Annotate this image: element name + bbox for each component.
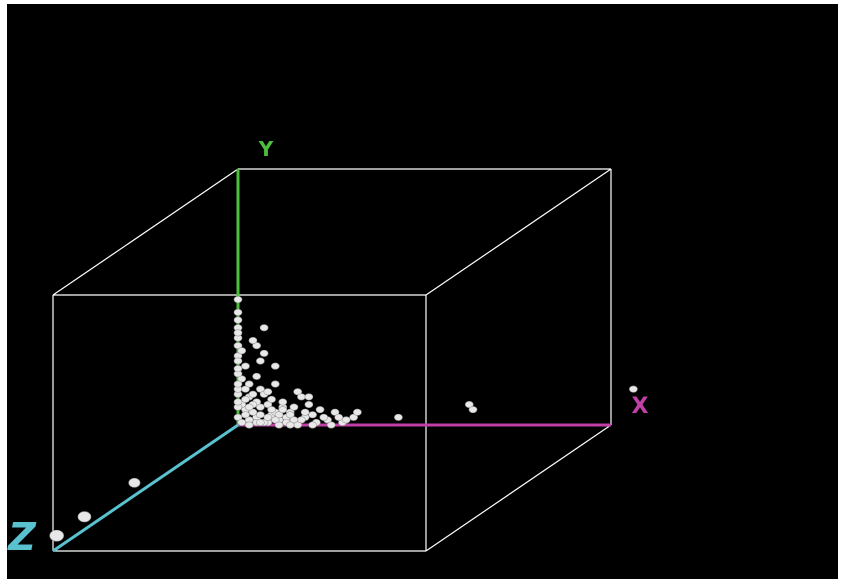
data-point: [304, 393, 314, 401]
data-point: [304, 401, 314, 409]
box-edge-7: [425, 168, 612, 296]
data-point: [285, 421, 295, 429]
data-point: [77, 511, 92, 523]
data-point: [270, 362, 280, 370]
data-point: [237, 418, 247, 426]
bounding-box: [52, 168, 612, 552]
data-point: [128, 477, 141, 488]
data-point: [233, 308, 243, 316]
data-point: [233, 296, 243, 304]
data-points: [49, 296, 638, 542]
data-point: [241, 411, 250, 419]
data-point: [259, 349, 269, 357]
data-point: [244, 421, 254, 429]
data-point: [270, 380, 280, 388]
data-point: [256, 411, 265, 419]
data-point: [326, 421, 336, 429]
data-point: [233, 357, 243, 365]
data-point: [259, 324, 269, 332]
data-point: [248, 337, 258, 345]
z-axis-line: [52, 423, 239, 553]
data-point: [233, 365, 243, 373]
data-point: [241, 362, 250, 370]
box-edge-8: [425, 424, 612, 552]
data-point: [241, 395, 250, 403]
axis-labels: Y X Z: [7, 137, 648, 559]
z-axis-label: Z: [7, 515, 37, 559]
data-point: [278, 398, 288, 406]
y-axis-label: Y: [258, 137, 274, 161]
data-point: [289, 403, 299, 411]
data-point: [341, 416, 351, 424]
data-point: [49, 529, 64, 542]
data-point: [353, 408, 362, 416]
data-point: [394, 413, 403, 421]
data-point: [263, 388, 273, 396]
data-point: [315, 406, 325, 414]
data-point: [233, 316, 243, 324]
data-point: [319, 413, 329, 421]
data-point: [233, 329, 243, 337]
x-axis-label: X: [632, 394, 649, 419]
data-point: [468, 406, 478, 414]
data-point: [300, 408, 310, 416]
data-point: [241, 385, 250, 393]
data-point: [237, 347, 247, 355]
data-point: [293, 421, 302, 429]
data-point: [256, 357, 265, 365]
data-point: [308, 421, 317, 429]
data-point: [308, 411, 317, 419]
data-point: [270, 416, 280, 424]
data-point: [233, 398, 243, 406]
data-point: [267, 406, 276, 414]
data-point: [263, 413, 273, 421]
data-point: [278, 406, 288, 414]
data-point: [233, 380, 243, 388]
box-edge-6: [52, 168, 239, 296]
plot-area-background: [7, 4, 838, 579]
data-point: [252, 372, 261, 380]
data-point: [256, 418, 265, 426]
data-point: [244, 403, 254, 411]
data-point: [334, 413, 344, 421]
data-point: [297, 393, 306, 401]
data-point: [248, 390, 258, 398]
data-point: [629, 385, 638, 393]
